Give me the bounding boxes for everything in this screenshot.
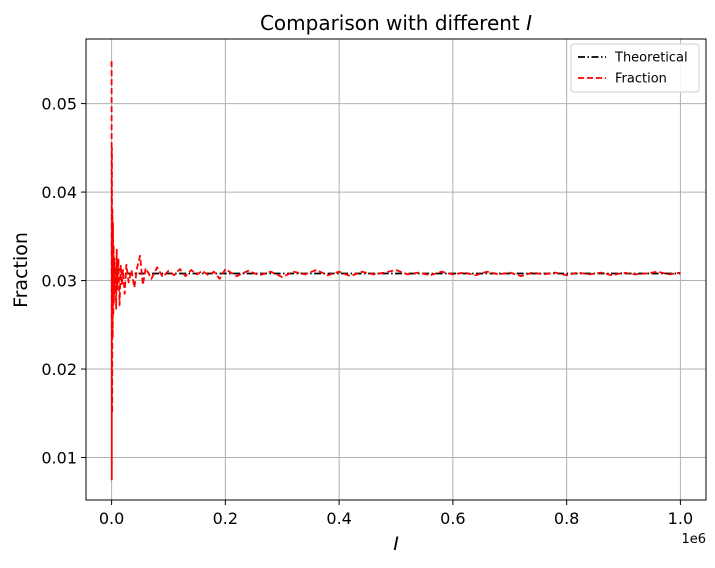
x-tick-label: 0.6 (440, 509, 465, 528)
plot-frame (85, 38, 707, 501)
y-ticks: 0.01 0.02 0.03 0.04 0.05 (41, 95, 86, 468)
x-ticks: 0.0 0.2 0.4 0.6 0.8 1.0 (99, 500, 693, 528)
chart-title: Comparison with different I (260, 11, 532, 35)
grid-layer (86, 39, 706, 500)
y-tick-label: 0.02 (41, 360, 77, 379)
x-tick-label: 1.0 (668, 509, 693, 528)
legend-box (570, 43, 700, 93)
legend-label-fraction: Fraction (615, 72, 667, 87)
legend-label-theoretical: Theoretical (614, 51, 688, 66)
legend: Theoretical Fraction (570, 43, 700, 93)
x-tick-label: 0.4 (326, 509, 351, 528)
x-tick-label: 0.8 (554, 509, 579, 528)
x-offset-label: 1e6 (681, 532, 706, 547)
x-tick-label: 0.2 (213, 509, 238, 528)
x-tick-label: 0.0 (99, 509, 124, 528)
x-axis-label: I (393, 533, 399, 555)
series-layer (110, 61, 681, 481)
y-axis-label: Fraction (10, 232, 32, 308)
y-tick-label: 0.03 (41, 272, 77, 291)
series-line-fraction (110, 61, 681, 481)
y-tick-label: 0.01 (41, 449, 77, 468)
y-tick-label: 0.04 (41, 183, 77, 202)
y-tick-label: 0.05 (41, 95, 77, 114)
